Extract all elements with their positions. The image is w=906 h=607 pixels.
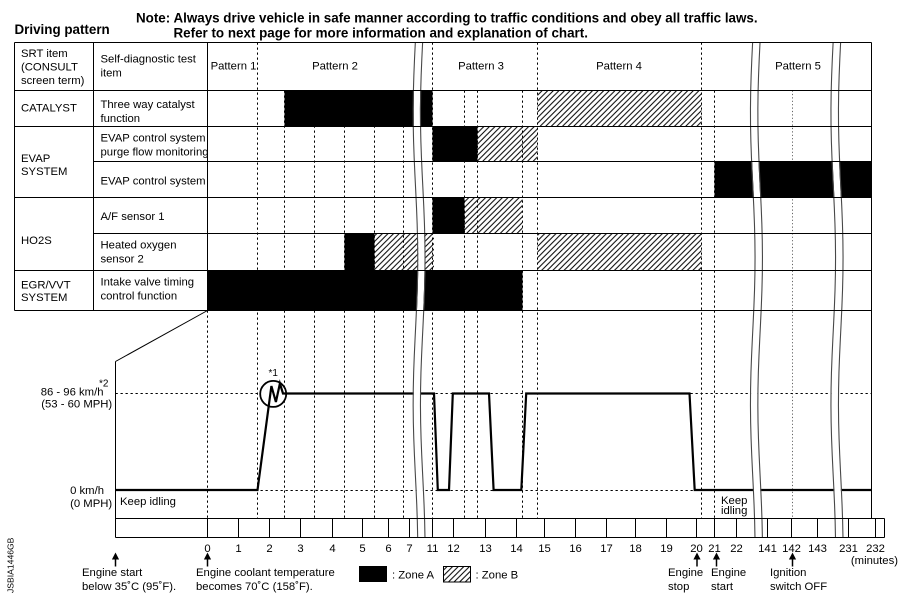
svg-text:Pattern 4: Pattern 4 bbox=[596, 61, 642, 73]
svg-text:142: 142 bbox=[782, 543, 801, 555]
svg-text:Engine coolant temperature: Engine coolant temperature bbox=[196, 567, 335, 579]
svg-text:13: 13 bbox=[479, 543, 492, 555]
svg-text:SYSTEM: SYSTEM bbox=[21, 166, 67, 178]
svg-text:EVAP control system: EVAP control system bbox=[101, 176, 206, 188]
svg-text:16: 16 bbox=[569, 543, 582, 555]
svg-text:EGR/VVT: EGR/VVT bbox=[21, 280, 71, 292]
svg-text:SRT item: SRT item bbox=[21, 48, 68, 60]
svg-text:0: 0 bbox=[204, 543, 210, 555]
svg-text:*1: *1 bbox=[269, 368, 279, 379]
svg-text:Refer to next page for more in: Refer to next page for more information … bbox=[174, 26, 588, 41]
svg-text:Driving pattern: Driving pattern bbox=[15, 22, 110, 37]
svg-text:start: start bbox=[711, 581, 734, 593]
svg-text:A/F sensor 1: A/F sensor 1 bbox=[101, 211, 165, 223]
svg-text:Intake valve timing: Intake valve timing bbox=[101, 277, 195, 289]
svg-text:below 35˚C (95˚F).: below 35˚C (95˚F). bbox=[82, 581, 176, 593]
svg-text:17: 17 bbox=[600, 543, 613, 555]
svg-text:SYSTEM: SYSTEM bbox=[21, 292, 67, 304]
svg-text:6: 6 bbox=[385, 543, 391, 555]
svg-text:14: 14 bbox=[510, 543, 523, 555]
svg-text:0 km/h: 0 km/h bbox=[70, 485, 104, 497]
svg-text:CATALYST: CATALYST bbox=[21, 103, 77, 115]
svg-text:11: 11 bbox=[427, 543, 439, 555]
svg-text:JSBIA1446GB: JSBIA1446GB bbox=[6, 537, 16, 593]
svg-text:EVAP control system: EVAP control system bbox=[101, 133, 206, 145]
svg-text:5: 5 bbox=[359, 543, 365, 555]
svg-text:idling: idling bbox=[721, 505, 747, 517]
svg-text:Engine: Engine bbox=[711, 567, 746, 579]
svg-text:232: 232 bbox=[866, 543, 885, 555]
svg-text:Pattern 5: Pattern 5 bbox=[775, 61, 821, 73]
svg-text:Pattern 2: Pattern 2 bbox=[312, 61, 358, 73]
svg-text:Note: Always drive vehicle in: Note: Always drive vehicle in safe manne… bbox=[136, 11, 758, 26]
svg-text:sensor 2: sensor 2 bbox=[101, 254, 144, 266]
svg-text:*2: *2 bbox=[99, 379, 109, 390]
svg-text:stop: stop bbox=[668, 581, 689, 593]
svg-text:control function: control function bbox=[101, 291, 178, 303]
svg-text:item: item bbox=[101, 68, 122, 80]
svg-text:21: 21 bbox=[708, 543, 721, 555]
svg-text:22: 22 bbox=[730, 543, 743, 555]
svg-text:143: 143 bbox=[808, 543, 827, 555]
svg-text:18: 18 bbox=[629, 543, 642, 555]
svg-text:20: 20 bbox=[690, 543, 703, 555]
svg-text:EVAP: EVAP bbox=[21, 153, 50, 165]
svg-text:Engine: Engine bbox=[668, 567, 703, 579]
svg-text:1: 1 bbox=[235, 543, 241, 555]
svg-text:141: 141 bbox=[758, 543, 777, 555]
svg-text:Keep: Keep bbox=[721, 495, 747, 507]
svg-text:15: 15 bbox=[538, 543, 551, 555]
svg-text:screen term): screen term) bbox=[21, 75, 85, 87]
svg-text:86 - 96 km/h: 86 - 96 km/h bbox=[41, 387, 104, 399]
svg-text:Pattern 3: Pattern 3 bbox=[458, 61, 504, 73]
svg-text:Pattern 1: Pattern 1 bbox=[211, 61, 257, 73]
svg-text:purge flow monitoring: purge flow monitoring bbox=[101, 147, 209, 159]
svg-text:becomes 70˚C (158˚F).: becomes 70˚C (158˚F). bbox=[196, 581, 313, 593]
svg-text:: Zone B: : Zone B bbox=[476, 570, 519, 582]
svg-text:Keep idling: Keep idling bbox=[120, 496, 176, 508]
svg-text:HO2S: HO2S bbox=[21, 235, 52, 247]
svg-text:7: 7 bbox=[406, 543, 412, 555]
svg-text:(53 - 60 MPH): (53 - 60 MPH) bbox=[41, 399, 112, 411]
svg-text:Self-diagnostic test: Self-diagnostic test bbox=[101, 54, 197, 66]
svg-text:3: 3 bbox=[297, 543, 303, 555]
svg-text:Three way catalyst: Three way catalyst bbox=[101, 99, 196, 111]
svg-text:231: 231 bbox=[839, 543, 858, 555]
svg-text:: Zone A: : Zone A bbox=[392, 570, 435, 582]
svg-text:Ignition: Ignition bbox=[770, 567, 806, 579]
svg-text:(minutes): (minutes) bbox=[851, 555, 898, 567]
svg-text:function: function bbox=[101, 113, 141, 125]
svg-text:19: 19 bbox=[660, 543, 673, 555]
svg-text:4: 4 bbox=[329, 543, 335, 555]
svg-text:Engine start: Engine start bbox=[82, 567, 143, 579]
svg-text:Heated oxygen: Heated oxygen bbox=[101, 240, 177, 252]
svg-text:12: 12 bbox=[447, 543, 460, 555]
svg-text:switch OFF: switch OFF bbox=[770, 581, 827, 593]
svg-text:(0 MPH): (0 MPH) bbox=[70, 498, 112, 510]
svg-text:(CONSULT: (CONSULT bbox=[21, 62, 78, 74]
svg-text:2: 2 bbox=[266, 543, 272, 555]
